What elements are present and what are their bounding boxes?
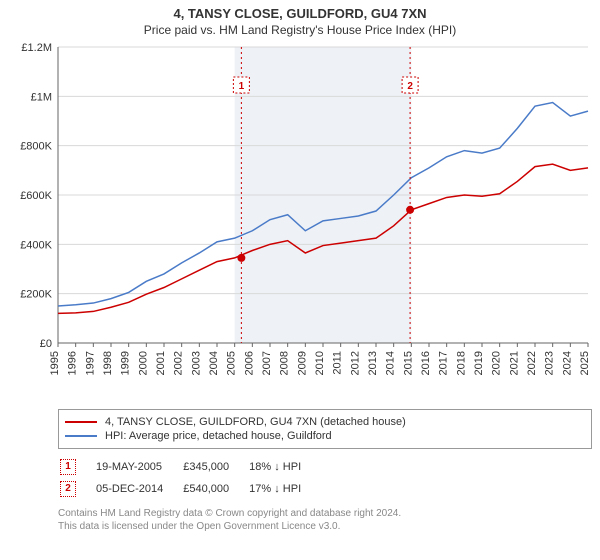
svg-text:2000: 2000 bbox=[137, 351, 149, 375]
legend-swatch bbox=[65, 421, 97, 423]
svg-text:2008: 2008 bbox=[279, 351, 291, 375]
marker-date: 05-DEC-2014 bbox=[96, 479, 181, 499]
svg-text:2016: 2016 bbox=[420, 351, 432, 375]
marker-table: 1 19-MAY-2005 £345,000 18% ↓ HPI 2 05-DE… bbox=[58, 455, 321, 501]
svg-text:1997: 1997 bbox=[84, 351, 96, 375]
svg-text:£0: £0 bbox=[40, 338, 52, 350]
svg-text:2015: 2015 bbox=[402, 351, 414, 375]
svg-text:£200K: £200K bbox=[20, 289, 52, 301]
svg-text:2010: 2010 bbox=[314, 351, 326, 375]
svg-text:2007: 2007 bbox=[261, 351, 273, 375]
attribution-line: This data is licensed under the Open Gov… bbox=[58, 521, 340, 532]
table-row: 2 05-DEC-2014 £540,000 17% ↓ HPI bbox=[60, 479, 319, 499]
marker-delta: 17% ↓ HPI bbox=[249, 479, 319, 499]
svg-text:2005: 2005 bbox=[226, 351, 238, 375]
svg-text:2023: 2023 bbox=[544, 351, 556, 375]
svg-text:1998: 1998 bbox=[102, 351, 114, 375]
table-row: 1 19-MAY-2005 £345,000 18% ↓ HPI bbox=[60, 457, 319, 477]
svg-text:2019: 2019 bbox=[473, 351, 485, 375]
legend-item: 4, TANSY CLOSE, GUILDFORD, GU4 7XN (deta… bbox=[65, 416, 585, 428]
marker-date: 19-MAY-2005 bbox=[96, 457, 181, 477]
svg-text:1: 1 bbox=[239, 81, 245, 92]
marker-price: £345,000 bbox=[183, 457, 247, 477]
svg-text:2009: 2009 bbox=[296, 351, 308, 375]
svg-text:2006: 2006 bbox=[243, 351, 255, 375]
marker-delta: 18% ↓ HPI bbox=[249, 457, 319, 477]
marker-price: £540,000 bbox=[183, 479, 247, 499]
svg-text:2013: 2013 bbox=[367, 351, 379, 375]
svg-text:£600K: £600K bbox=[20, 190, 52, 202]
svg-text:2012: 2012 bbox=[349, 351, 361, 375]
svg-text:2024: 2024 bbox=[561, 351, 573, 375]
svg-text:£400K: £400K bbox=[20, 239, 52, 251]
page-subtitle: Price paid vs. HM Land Registry's House … bbox=[8, 23, 592, 37]
svg-text:1996: 1996 bbox=[67, 351, 79, 375]
legend-swatch bbox=[65, 435, 97, 437]
svg-text:2011: 2011 bbox=[332, 351, 344, 375]
svg-text:£800K: £800K bbox=[20, 141, 52, 153]
svg-text:2004: 2004 bbox=[208, 351, 220, 375]
legend: 4, TANSY CLOSE, GUILDFORD, GU4 7XN (deta… bbox=[58, 409, 592, 449]
legend-label: 4, TANSY CLOSE, GUILDFORD, GU4 7XN (deta… bbox=[105, 416, 406, 428]
svg-text:2: 2 bbox=[407, 81, 413, 92]
svg-text:2017: 2017 bbox=[438, 351, 450, 375]
svg-text:2014: 2014 bbox=[385, 351, 397, 375]
svg-text:2022: 2022 bbox=[526, 351, 538, 375]
attribution-line: Contains HM Land Registry data © Crown c… bbox=[58, 508, 401, 519]
svg-text:2020: 2020 bbox=[491, 351, 503, 375]
svg-text:2018: 2018 bbox=[455, 351, 467, 375]
svg-text:2025: 2025 bbox=[579, 351, 591, 375]
svg-text:£1M: £1M bbox=[31, 91, 52, 103]
legend-label: HPI: Average price, detached house, Guil… bbox=[105, 430, 332, 442]
marker-badge: 2 bbox=[60, 481, 76, 497]
price-chart: £0 £200K £400K £600K £800K £1M £1.2M 1995 1996 19… bbox=[8, 43, 592, 403]
svg-text:2002: 2002 bbox=[173, 351, 185, 375]
svg-text:2021: 2021 bbox=[508, 351, 520, 375]
svg-text:2001: 2001 bbox=[155, 351, 167, 375]
svg-text:£1.2M: £1.2M bbox=[21, 43, 52, 54]
page-title: 4, TANSY CLOSE, GUILDFORD, GU4 7XN bbox=[8, 6, 592, 21]
svg-text:2003: 2003 bbox=[190, 351, 202, 375]
svg-text:1999: 1999 bbox=[120, 351, 132, 375]
marker-badge: 1 bbox=[60, 459, 76, 475]
svg-text:1995: 1995 bbox=[49, 351, 61, 375]
attribution: Contains HM Land Registry data © Crown c… bbox=[58, 507, 592, 533]
legend-item: HPI: Average price, detached house, Guil… bbox=[65, 430, 585, 442]
